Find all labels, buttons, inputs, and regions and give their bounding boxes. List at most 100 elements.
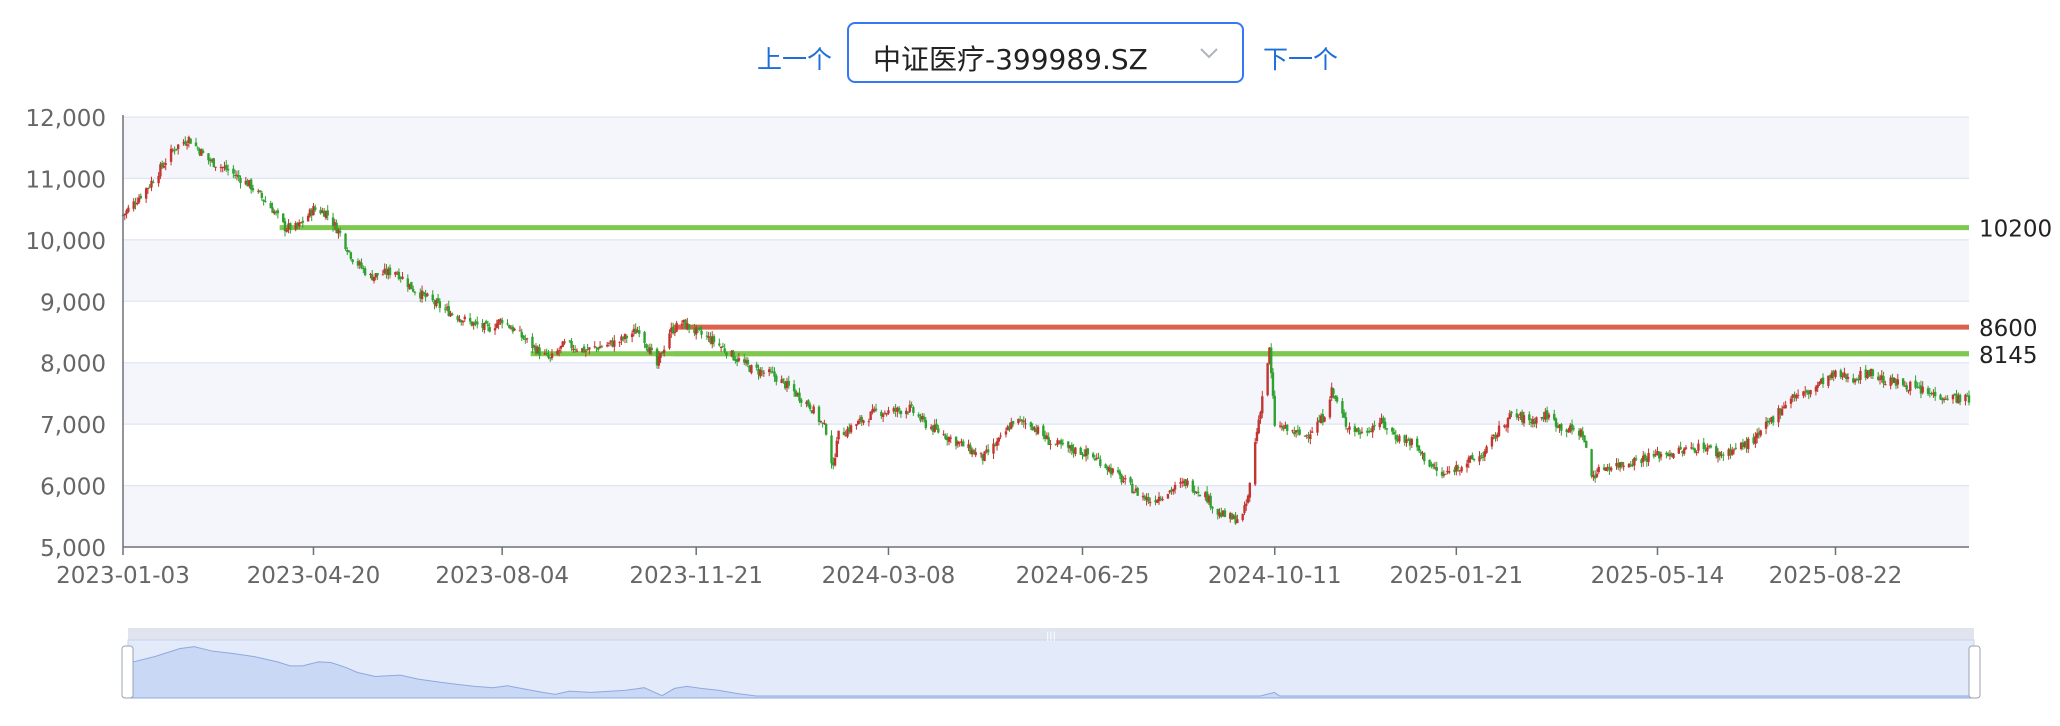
candle-body [520,331,523,338]
candle-body [419,292,422,299]
candle-body [1759,430,1762,436]
candle-body [310,209,313,216]
candle-body [1709,445,1713,448]
candle-body [1124,478,1127,480]
candle-body [173,150,176,152]
candle-body [1161,499,1164,501]
y-tick-label: 8,000 [40,352,106,378]
candle-body [456,316,459,320]
candle-body [873,408,876,412]
y-tick-label: 12,000 [26,106,106,132]
candle-body [684,319,687,329]
candle-body [1107,467,1111,472]
candle-body [176,144,180,150]
candle-body [1690,447,1693,449]
candle-body [411,288,415,292]
candle-body [1768,420,1771,422]
candle-body [1303,435,1307,437]
candle-body [376,273,379,276]
candle-body [385,269,388,275]
candle-body [995,441,999,446]
candle-body [1307,436,1310,438]
candle-body [695,327,698,335]
x-tick-label: 2023-11-21 [629,563,763,589]
candle-body [460,320,463,323]
previous-button[interactable]: 上一个 [757,45,833,74]
next-button[interactable]: 下一个 [1263,45,1339,74]
candle-body [1099,459,1102,466]
candle-body [1467,457,1470,463]
candle-body [1916,386,1919,388]
candle-body [1917,386,1921,388]
candle-body [800,399,803,403]
candle-body [823,422,826,424]
candle-body [257,190,260,192]
candle-body [1747,438,1750,450]
candle-body [1353,426,1357,432]
candle-body [1877,376,1880,380]
candle-body [946,437,949,441]
candle-body [1029,422,1033,427]
candle-body [1579,429,1583,437]
candle-body [1547,414,1551,418]
candle-body [1072,449,1075,454]
candle-body [595,347,598,349]
x-tick-label: 2024-06-25 [1016,563,1150,589]
candle-body [1558,424,1561,428]
candle-body [369,273,372,275]
data-zoom-slider[interactable]: ||| [121,628,1981,699]
candle-body [1492,434,1495,436]
candle-body [1919,385,1923,394]
candle-body [1777,408,1780,423]
candle-body [1058,441,1061,443]
candle-body [1654,454,1657,456]
y-tick-label: 6,000 [40,475,106,501]
candle-body [792,384,796,392]
candle-body [1268,347,1271,364]
candle-body [463,316,466,320]
candle-body [833,457,837,466]
candle-body [538,347,541,356]
candle-body [201,150,205,153]
candle-body [394,272,397,275]
candle-body [1018,419,1022,421]
candle-body [947,437,951,442]
candle-body [321,210,324,213]
candle-body [659,352,662,358]
candle-body [285,229,288,232]
candle-body [1403,435,1406,443]
candle-body [1478,456,1481,462]
candle-body [185,144,189,146]
candle-body [1928,393,1932,395]
candle-body [1672,453,1675,459]
candle-body [1796,394,1800,396]
candle-body [182,142,185,144]
candle-body [1321,414,1325,423]
candle-body [358,261,361,266]
candle-body [408,283,411,289]
candle-body [673,331,677,334]
candle-body [289,223,292,230]
candle-body [426,293,429,296]
candle-body [1415,438,1419,448]
index-select[interactable]: 中证医疗-399989.SZ [847,22,1244,83]
candle-body [1083,454,1086,457]
candle-body [750,365,753,374]
candle-body [1941,398,1944,401]
candle-body [1718,452,1721,457]
candle-body [1157,496,1161,502]
x-tick-label: 2023-04-20 [247,563,381,589]
candle-body [495,323,499,328]
candle-body [586,348,589,351]
candle-body [962,441,965,447]
candle-body [582,346,586,353]
candle-body [1967,395,1971,403]
candle-body [1360,431,1364,433]
candle-body [680,323,684,325]
candle-body [388,267,392,276]
candle-body [1223,510,1227,517]
candle-body [246,180,249,187]
candle-body [1707,445,1711,447]
candle-body [436,298,440,303]
